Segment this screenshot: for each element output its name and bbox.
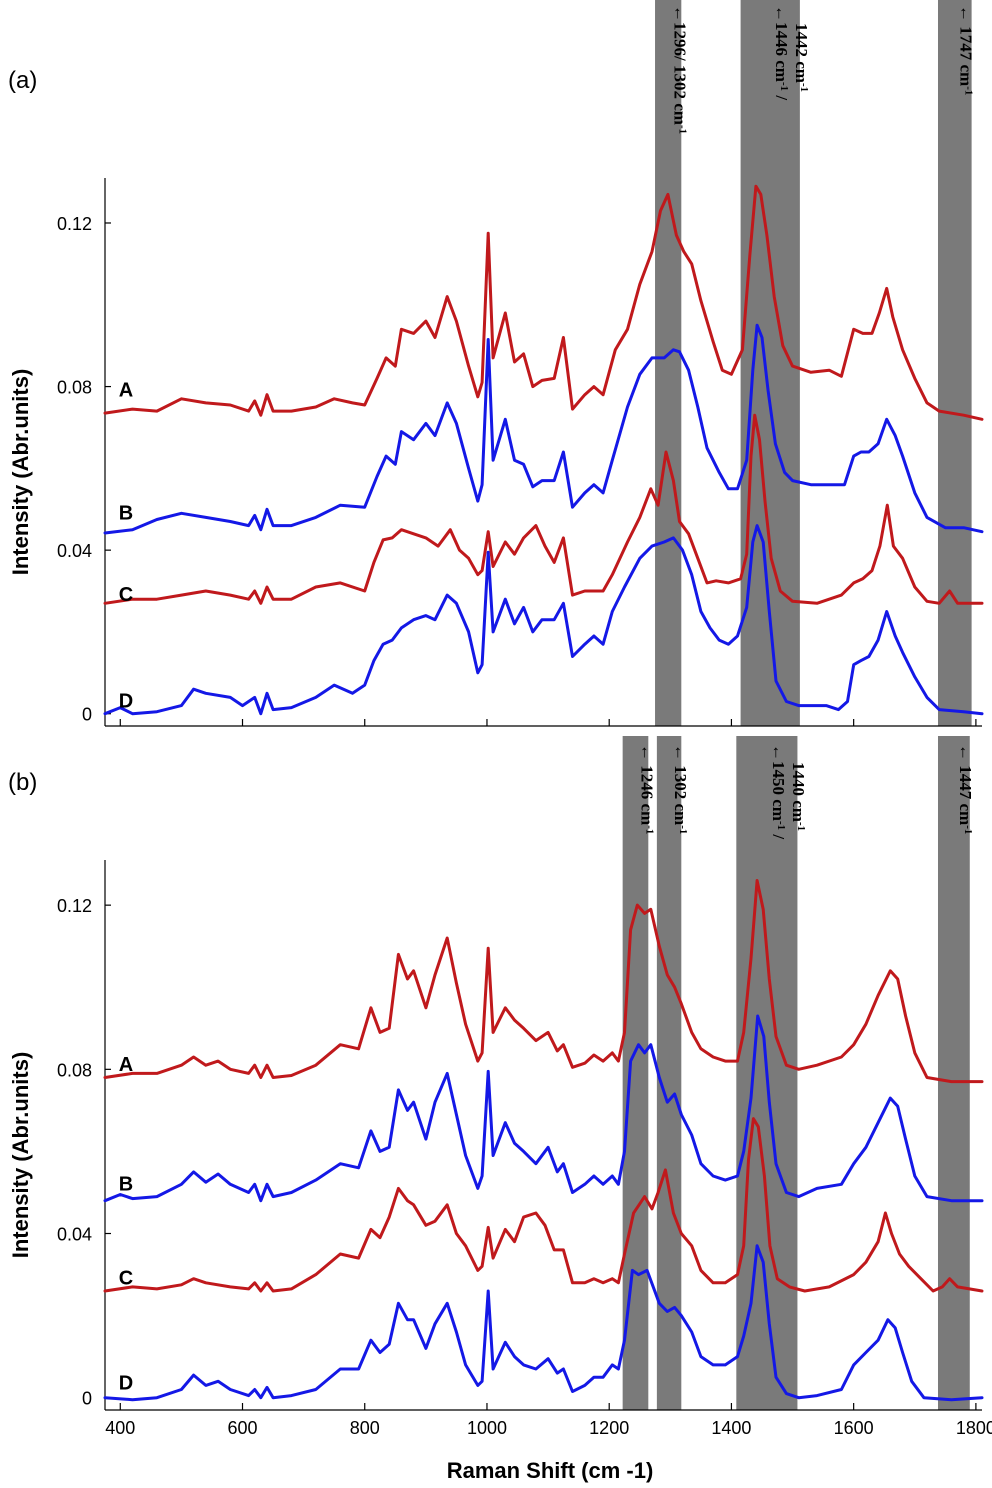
y-tick-label: 0.12: [57, 896, 92, 916]
panel-label: (b): [8, 769, 37, 796]
series-label-A: A: [119, 380, 133, 402]
x-tick-label: 1800: [956, 1418, 992, 1438]
panel-a: 0.12 0.08 0.04 0 A B C D ←1296/ 1302 cm-1 ←1446 …: [8, 0, 984, 727]
x-tick-label: 800: [350, 1418, 380, 1438]
panel-label: (a): [8, 67, 37, 94]
band-0: [622, 736, 649, 1410]
band-label-1: ←1446 cm-1 /: [772, 5, 791, 100]
series-label-C: C: [119, 584, 133, 606]
y-tick-label: 0.04: [57, 541, 92, 561]
series-line-B: [103, 323, 984, 535]
series-line-B: [103, 1014, 984, 1203]
series-line-C: [103, 1117, 984, 1293]
x-tick-label: 1200: [589, 1418, 629, 1438]
band-3: [937, 736, 970, 1410]
band-label-1: ← 1302 cm-1: [671, 744, 690, 834]
y-tick-label: 0.04: [57, 1225, 92, 1245]
series-line-C: [103, 413, 984, 605]
series-line-A: [103, 184, 984, 421]
x-tick-label: 600: [227, 1418, 257, 1438]
series-line-D: [103, 1244, 984, 1402]
band-1: [656, 736, 682, 1410]
y-axis-label: Intensity (Abr.units): [8, 1052, 33, 1259]
y-tick-label: 0: [82, 705, 92, 725]
x-tick-label: 1600: [834, 1418, 874, 1438]
y-axis-label: Intensity (Abr.units): [8, 369, 33, 576]
x-tick-label: 1000: [467, 1418, 507, 1438]
panel-b: 400 600 800 1000 1200 1400 1600 1800 0.12 0.08 0.0…: [8, 736, 992, 1438]
x-tick-label: 400: [105, 1418, 135, 1438]
series-label-B: B: [119, 502, 133, 524]
series-line-D: [103, 524, 984, 716]
band-2: [937, 0, 972, 726]
y-tick-label: 0.08: [57, 1060, 92, 1080]
band-label-0: ← 1246 cm-1: [637, 744, 656, 834]
series-label-C: C: [119, 1268, 133, 1290]
series-label-D: D: [119, 690, 133, 712]
series-line-A: [103, 879, 984, 1084]
band-label-0: ←1296/ 1302 cm-1: [670, 5, 689, 134]
band-label-2: ← 1747 cm-1: [956, 5, 975, 95]
series-label-B: B: [119, 1173, 133, 1195]
y-tick-label: 0.08: [57, 378, 92, 398]
x-axis-label: Raman Shift (cm -1): [447, 1458, 654, 1483]
band-label-line2-1: 1442 cm-1: [792, 23, 811, 92]
band-label-line2-2: 1440 cm-1: [789, 762, 808, 831]
y-tick-label: 0: [82, 1389, 92, 1409]
series-label-D: D: [119, 1372, 133, 1394]
x-tick-label: 1400: [711, 1418, 751, 1438]
band-0: [655, 0, 682, 726]
y-tick-label: 0.12: [57, 214, 92, 234]
band-label-3: ← 1447 cm-1: [956, 744, 975, 834]
series-label-A: A: [119, 1054, 133, 1076]
band-label-2: ←1450 cm-1 /: [769, 744, 788, 839]
